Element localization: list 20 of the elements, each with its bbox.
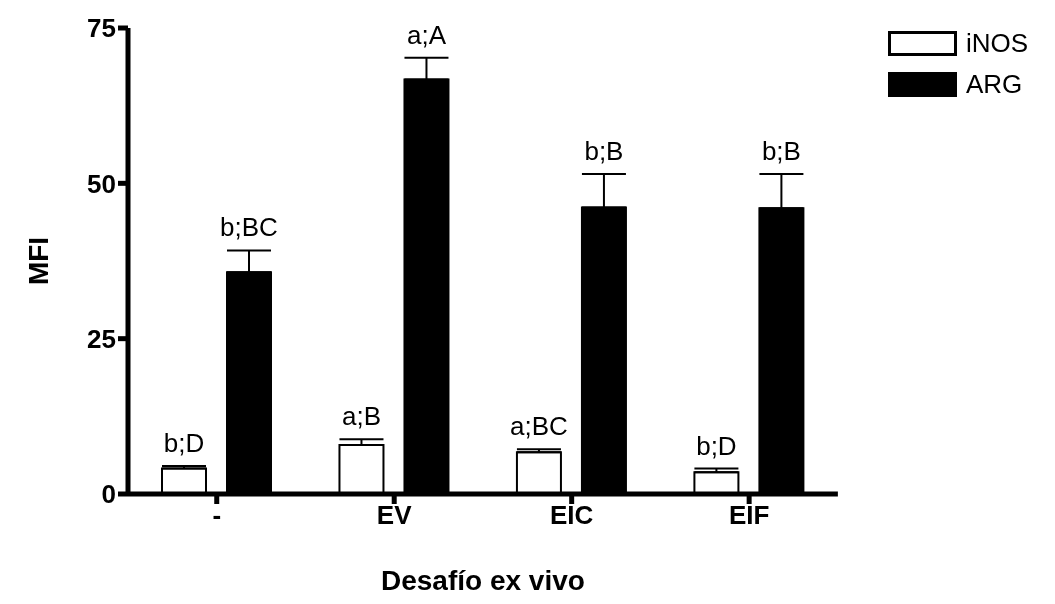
x-axis-title: Desafío ex vivo xyxy=(381,565,585,596)
x-tick-label: - xyxy=(212,500,222,531)
y-tick-label: 0 xyxy=(101,479,116,510)
legend-label: iNOS xyxy=(965,28,1028,59)
x-tick-label: EV xyxy=(376,500,413,531)
legend-label: ARG xyxy=(965,69,1023,100)
y-axis-title: MFI xyxy=(22,236,54,286)
x-tick-label: EIC xyxy=(550,500,594,531)
data-label: b;D xyxy=(163,428,205,459)
data-label: b;B xyxy=(761,136,801,167)
data-label: b;BC xyxy=(220,212,278,243)
data-label: a;B xyxy=(341,401,381,432)
data-label: a;A xyxy=(406,19,447,50)
y-tick-label: 25 xyxy=(87,323,116,354)
y-tick-label: 50 xyxy=(87,168,116,199)
y-tick-label: 75 xyxy=(87,13,116,44)
data-label: b;D xyxy=(696,430,737,461)
data-label: a;BC xyxy=(510,411,568,442)
data-label: b;B xyxy=(584,136,624,167)
x-tick-label: EIF xyxy=(728,500,770,531)
